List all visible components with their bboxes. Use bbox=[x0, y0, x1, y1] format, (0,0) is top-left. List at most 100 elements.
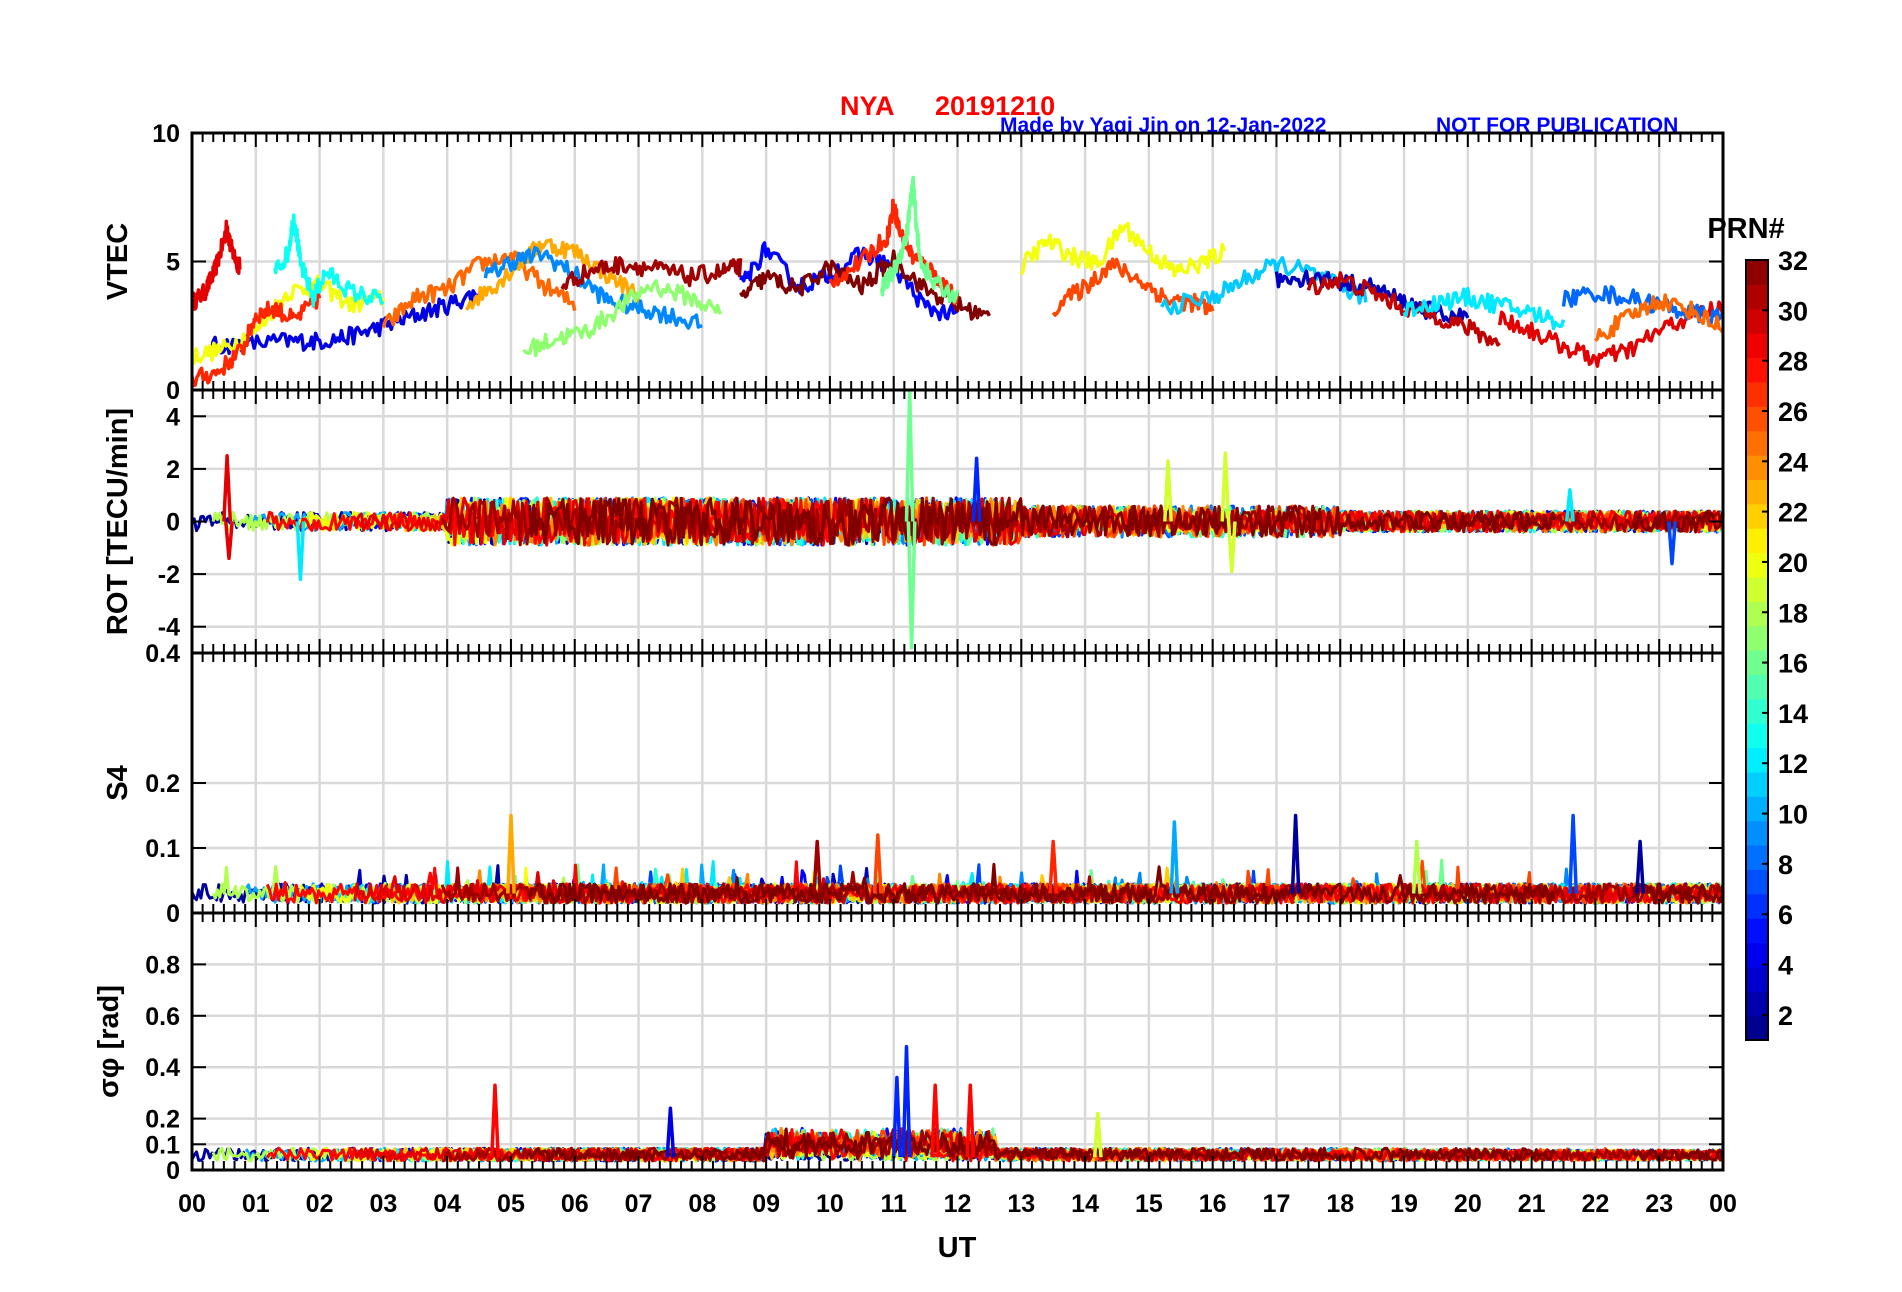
vtec-series-prn-16 bbox=[879, 175, 960, 304]
x-tick-label: 09 bbox=[752, 1190, 780, 1218]
colorbar-band bbox=[1746, 893, 1768, 919]
s4-trace-prn-32 bbox=[528, 862, 1556, 905]
colorbar-tick-label: 18 bbox=[1778, 598, 1808, 628]
vtec-series-prn-25 bbox=[381, 250, 577, 329]
x-axis: 00 01 02 03 04 05 06 07 08 09 10 11 12 13 14 15 16 17 18 19… bbox=[178, 1190, 1737, 1218]
s4-spike-prn-2 bbox=[1635, 839, 1646, 894]
colorbar-frame bbox=[1745, 259, 1769, 1041]
rot-spike-prn-19 bbox=[1220, 451, 1231, 522]
s4-spike-prn-10 bbox=[1169, 820, 1180, 894]
rot-trace-prn-32-late bbox=[1631, 510, 1723, 534]
s4-spike-prn-2 bbox=[1290, 813, 1301, 894]
y-tick-label: -4 bbox=[158, 614, 180, 642]
sigma_phi-trace-prn-32 bbox=[528, 1127, 1556, 1163]
rot-spike-prn-6 bbox=[971, 456, 982, 522]
colorbar-band bbox=[1746, 430, 1768, 456]
rot-spike-prn-16 bbox=[906, 521, 917, 650]
sigma_phi-spike-prn-28 bbox=[965, 1083, 976, 1158]
colorbar-band bbox=[1746, 918, 1768, 944]
colorbar-band bbox=[1746, 381, 1768, 407]
notice-text: NOT FOR PUBLICATION bbox=[1436, 114, 1678, 137]
vtec-series-prn-25 bbox=[1594, 293, 1723, 342]
y-tick-label: 0.2 bbox=[145, 770, 180, 798]
y-tick-label: 0.4 bbox=[145, 640, 180, 668]
s4-spike-prn-7 bbox=[1568, 813, 1579, 894]
colorbar-tick-label: 4 bbox=[1778, 951, 1793, 981]
rot-spike-prn-16 bbox=[904, 390, 915, 522]
vtec-series-prn-29 bbox=[192, 219, 242, 311]
sigma_phi-spike-prn-19 bbox=[1092, 1111, 1103, 1158]
x-tick-label: 04 bbox=[433, 1190, 461, 1218]
credit-text: Made by Yaqi Jin on 12-Jan-2022 bbox=[1000, 114, 1326, 137]
vtec-series-prn-4 bbox=[209, 289, 481, 356]
x-tick-label: 06 bbox=[561, 1190, 589, 1218]
colorbar-band bbox=[1746, 601, 1768, 627]
colorbar-tick-label: 26 bbox=[1778, 397, 1808, 427]
colorbar-band bbox=[1746, 698, 1768, 724]
s4-trace-prn-32-late bbox=[1631, 882, 1723, 905]
colorbar-band bbox=[1746, 1015, 1768, 1041]
sigma_phi-spike-prn-28 bbox=[930, 1083, 941, 1158]
rot-spike-prn-19 bbox=[1163, 459, 1173, 522]
vtec-series-prn-20 bbox=[192, 274, 386, 366]
x-tick-label: 17 bbox=[1263, 1190, 1291, 1218]
x-tick-label: 02 bbox=[306, 1190, 334, 1218]
y-axis-label-sigma_phi: σφ [rad] bbox=[93, 985, 125, 1098]
panel-vtec: 0 5 10 VTEC bbox=[102, 120, 1725, 405]
x-tick-label: 10 bbox=[816, 1190, 844, 1218]
rot-spike-prn-7 bbox=[1667, 521, 1677, 566]
x-tick-label: 12 bbox=[944, 1190, 972, 1218]
colorbar-tick-label: 14 bbox=[1778, 699, 1808, 729]
y-tick-label: 0 bbox=[166, 509, 180, 537]
title-station: NYA bbox=[840, 91, 895, 121]
x-tick-label: 20 bbox=[1454, 1190, 1482, 1218]
x-tick-label: 08 bbox=[688, 1190, 716, 1218]
rot-spike-prn-12 bbox=[1564, 488, 1575, 522]
x-axis-label: UT bbox=[938, 1232, 977, 1264]
x-tick-label: 16 bbox=[1199, 1190, 1227, 1218]
s4-spike-prn-23 bbox=[506, 813, 516, 894]
colorbar-tick-label: 30 bbox=[1778, 296, 1808, 326]
x-tick-label: 01 bbox=[242, 1190, 270, 1218]
colorbar-band bbox=[1746, 650, 1768, 675]
y-tick-label: 0 bbox=[166, 377, 180, 405]
s4-spike-prn-31 bbox=[812, 839, 823, 894]
y-axis-label-rot: ROT [TECU/min] bbox=[102, 408, 134, 635]
panel-s4-data bbox=[192, 813, 1723, 905]
y-tick-label: 0.1 bbox=[145, 835, 180, 863]
colorbar-tick-label: 32 bbox=[1778, 246, 1808, 276]
colorbar-band bbox=[1746, 966, 1768, 992]
vtec-series-prn-17 bbox=[522, 279, 723, 358]
x-tick-label: 15 bbox=[1135, 1190, 1163, 1218]
y-tick-label: 0.6 bbox=[145, 1003, 180, 1031]
x-tick-label: 00 bbox=[178, 1190, 206, 1218]
colorbar-band bbox=[1746, 503, 1768, 529]
vtec-series-prn-30 bbox=[1306, 271, 1501, 347]
panel-vtec-data bbox=[192, 175, 1723, 387]
rot-spike-prn-12 bbox=[295, 521, 306, 582]
sigma_phi-spike-prn-6 bbox=[891, 1075, 902, 1158]
y-tick-label: 4 bbox=[166, 403, 180, 431]
colorbar-band bbox=[1746, 723, 1768, 749]
vtec-series-prn-13 bbox=[273, 213, 385, 308]
y-tick-label: -2 bbox=[158, 561, 180, 589]
rot-spike-prn-19 bbox=[1226, 521, 1237, 574]
vtec-series-prn-5 bbox=[739, 241, 959, 322]
colorbar-band bbox=[1746, 406, 1768, 432]
panel-rot: -4 -2 0 2 4 ROT [TECU/min] bbox=[102, 388, 1725, 655]
colorbar-tick-label: 10 bbox=[1778, 800, 1808, 830]
rot-spike-prn-29 bbox=[224, 521, 234, 561]
x-tick-label: 19 bbox=[1390, 1190, 1418, 1218]
colorbar-tick-label: 16 bbox=[1778, 649, 1808, 679]
y-tick-label: 0.8 bbox=[145, 951, 180, 979]
colorbar-tick-label: 28 bbox=[1778, 347, 1808, 377]
colorbar-band bbox=[1746, 796, 1768, 822]
x-tick-label: 18 bbox=[1326, 1190, 1354, 1218]
colorbar-tick-label: 2 bbox=[1778, 1001, 1793, 1031]
colorbar-band bbox=[1746, 260, 1768, 285]
colorbar-band bbox=[1746, 625, 1768, 651]
x-tick-label: 21 bbox=[1518, 1190, 1546, 1218]
x-tick-label: 07 bbox=[625, 1190, 653, 1218]
y-tick-label: 0 bbox=[166, 1157, 180, 1185]
